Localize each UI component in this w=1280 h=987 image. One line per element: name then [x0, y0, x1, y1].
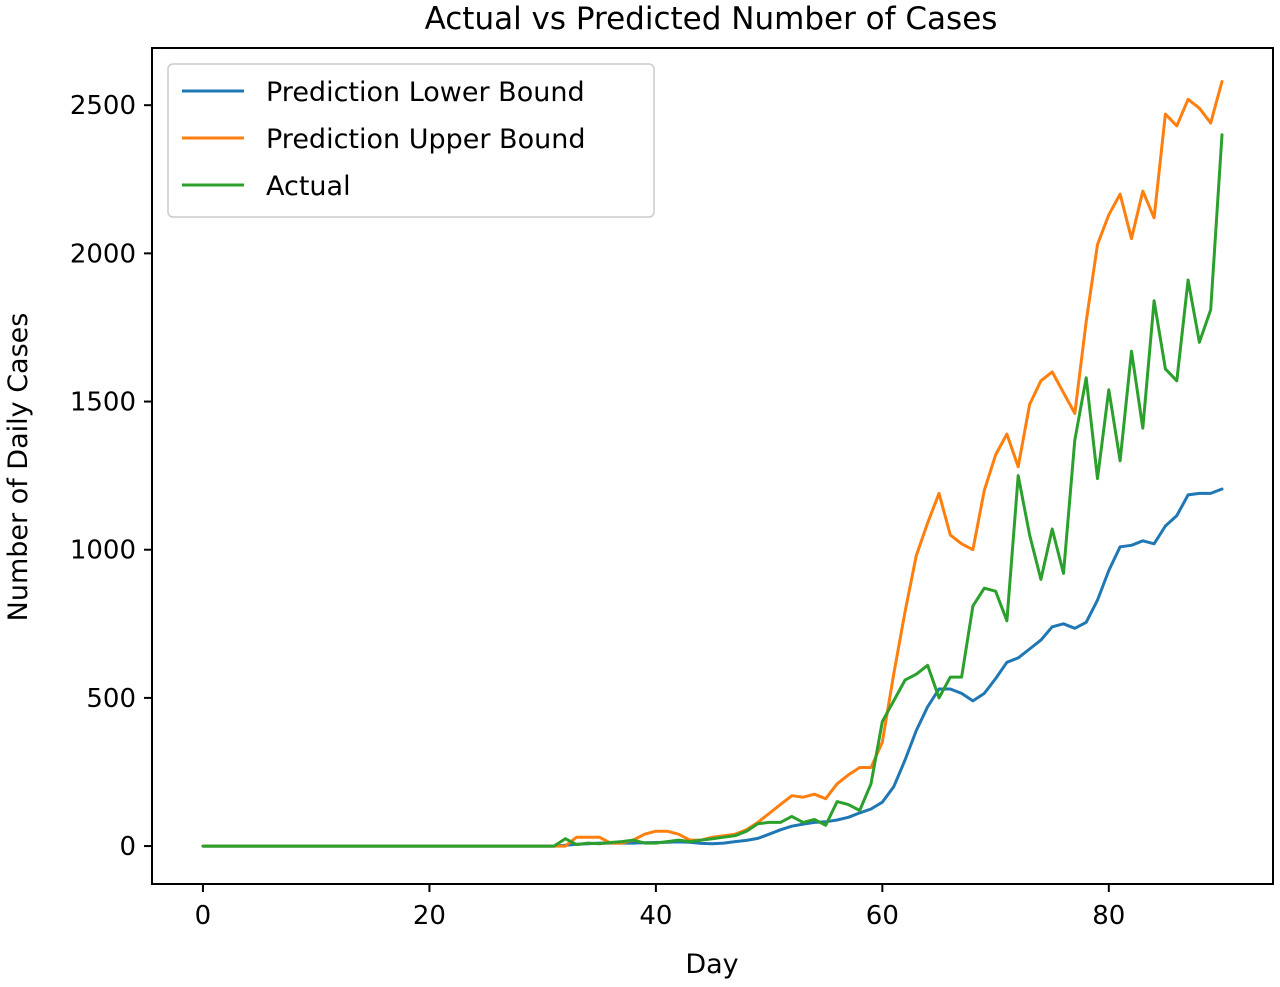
y-tick-label: 0 — [119, 832, 136, 862]
series-line-0 — [201, 487, 1224, 848]
y-axis-label: Number of Daily Cases — [3, 313, 34, 622]
x-tick-label: 20 — [413, 901, 446, 931]
y-tick-label: 1500 — [70, 388, 136, 418]
y-tick-label: 1000 — [70, 536, 136, 566]
y-tick-label: 500 — [86, 684, 136, 714]
x-tick-label: 60 — [866, 901, 899, 931]
x-tick-label: 40 — [639, 901, 672, 931]
y-tick-label: 2500 — [70, 91, 136, 121]
x-tick-label: 80 — [1092, 901, 1125, 931]
legend-label-0: Prediction Lower Bound — [266, 77, 585, 108]
x-axis-label: Day — [685, 949, 738, 980]
legend-label-2: Actual — [266, 171, 351, 202]
plot-area: 0 20 40 60 80 0 500 1000 1500 2000 2500 Prediction … — [70, 47, 1274, 931]
y-tick-label: 2000 — [70, 239, 136, 269]
legend-label-1: Prediction Upper Bound — [266, 124, 585, 155]
x-tick-label: 0 — [195, 901, 212, 931]
legend-box — [167, 63, 655, 218]
axes-frame — [151, 47, 1274, 885]
chart-title: Actual vs Predicted Number of Cases — [425, 1, 998, 37]
series-line-2 — [201, 133, 1224, 848]
